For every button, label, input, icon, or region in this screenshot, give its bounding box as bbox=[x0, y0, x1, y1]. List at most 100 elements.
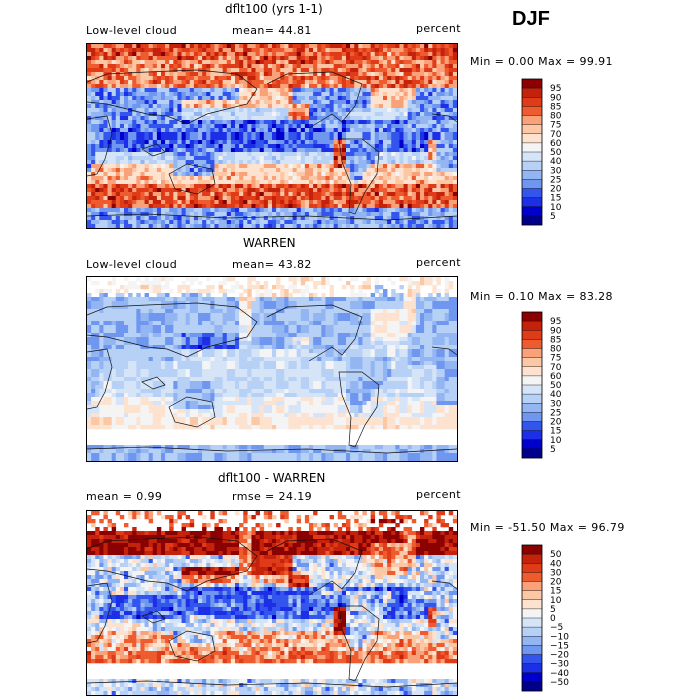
map-cell bbox=[280, 196, 285, 201]
map-cell bbox=[415, 172, 421, 177]
map-cell bbox=[415, 188, 421, 193]
map-cell bbox=[284, 88, 289, 93]
colorbar-swatch bbox=[522, 142, 542, 153]
map-cell bbox=[276, 180, 281, 185]
map-cell bbox=[374, 100, 380, 105]
map-cell bbox=[247, 200, 252, 205]
map-cell bbox=[177, 120, 182, 125]
map-cell bbox=[407, 80, 413, 85]
map-cell bbox=[243, 216, 248, 221]
map-cell bbox=[91, 120, 96, 125]
map-cell bbox=[292, 313, 297, 318]
map-cell bbox=[222, 52, 228, 57]
map-cell bbox=[103, 80, 108, 85]
map-cell bbox=[115, 172, 121, 177]
map-cell bbox=[210, 144, 215, 149]
map-cell bbox=[407, 184, 413, 189]
map-cell bbox=[239, 176, 244, 181]
map-cell bbox=[309, 188, 314, 193]
map-cell bbox=[354, 317, 359, 322]
map-cell bbox=[415, 92, 421, 97]
map-cell bbox=[300, 96, 306, 101]
map-cell bbox=[296, 192, 302, 197]
map-cell bbox=[181, 100, 186, 105]
map-cell bbox=[91, 176, 96, 181]
map-cell bbox=[436, 84, 441, 89]
map-cell bbox=[87, 148, 92, 153]
map-cell bbox=[325, 84, 330, 89]
map-cell bbox=[119, 309, 125, 314]
map-cell bbox=[156, 120, 162, 125]
map-cell bbox=[424, 140, 429, 145]
map-cell bbox=[448, 172, 454, 177]
map-cell bbox=[202, 212, 207, 217]
map-cell bbox=[288, 224, 293, 228]
map-cell bbox=[185, 168, 191, 173]
map-cell bbox=[202, 216, 207, 221]
map-cell bbox=[165, 317, 170, 322]
map-cell bbox=[395, 317, 400, 322]
map-cell bbox=[272, 297, 277, 302]
coastline bbox=[87, 115, 113, 177]
map-cell bbox=[424, 204, 429, 209]
map-cell bbox=[95, 112, 100, 117]
map-cell bbox=[239, 305, 244, 310]
map-cell bbox=[222, 180, 228, 185]
map-cell bbox=[411, 100, 417, 105]
map-cell bbox=[358, 212, 363, 217]
map-cell bbox=[247, 148, 252, 153]
map-cell bbox=[440, 132, 445, 137]
map-cell bbox=[206, 204, 211, 209]
map-cell bbox=[243, 172, 248, 177]
map-cell bbox=[436, 96, 441, 101]
map-cell bbox=[185, 285, 191, 290]
colorbar-tick-label: 20 bbox=[550, 185, 562, 195]
map-cell bbox=[300, 188, 306, 193]
map-cell bbox=[407, 48, 413, 53]
map-cell bbox=[436, 104, 441, 109]
map-cell bbox=[362, 281, 367, 286]
map-cell bbox=[259, 80, 265, 85]
map-cell bbox=[107, 60, 112, 65]
map-cell bbox=[214, 116, 219, 121]
map-cell bbox=[124, 48, 129, 53]
map-cell bbox=[440, 313, 445, 318]
map-cell bbox=[325, 96, 330, 101]
panel-2-title: WARREN bbox=[243, 236, 296, 250]
map-cell bbox=[239, 84, 244, 89]
map-cell bbox=[115, 48, 121, 53]
map-cell bbox=[124, 204, 129, 209]
map-cell bbox=[420, 56, 425, 61]
map-cell bbox=[222, 148, 228, 153]
map-cell bbox=[333, 68, 339, 73]
map-cell bbox=[444, 128, 450, 133]
map-cell bbox=[263, 148, 269, 153]
map-cell bbox=[124, 84, 129, 89]
map-cell bbox=[230, 100, 236, 105]
map-cell bbox=[255, 124, 260, 129]
map-cell bbox=[107, 313, 112, 318]
map-cell bbox=[317, 196, 322, 201]
map-cell bbox=[132, 216, 137, 221]
map-cell bbox=[111, 188, 117, 193]
map-cell bbox=[428, 48, 433, 53]
map-cell bbox=[440, 136, 445, 141]
map-cell bbox=[132, 192, 137, 197]
map-cell bbox=[272, 172, 277, 177]
map-cell bbox=[313, 168, 318, 173]
map-cell bbox=[403, 128, 408, 133]
map-cell bbox=[239, 148, 244, 153]
map-cell bbox=[99, 168, 104, 173]
map-cell bbox=[193, 305, 199, 310]
map-cell bbox=[87, 321, 92, 326]
map-cell bbox=[218, 44, 223, 49]
map-cell bbox=[181, 52, 186, 57]
map-cell bbox=[300, 313, 306, 318]
map-cell bbox=[181, 305, 186, 310]
map-cell bbox=[309, 224, 314, 228]
map-cell bbox=[124, 152, 129, 157]
map-cell bbox=[263, 293, 269, 298]
map-cell bbox=[87, 156, 92, 161]
map-cell bbox=[218, 184, 223, 189]
map-cell bbox=[317, 48, 322, 53]
